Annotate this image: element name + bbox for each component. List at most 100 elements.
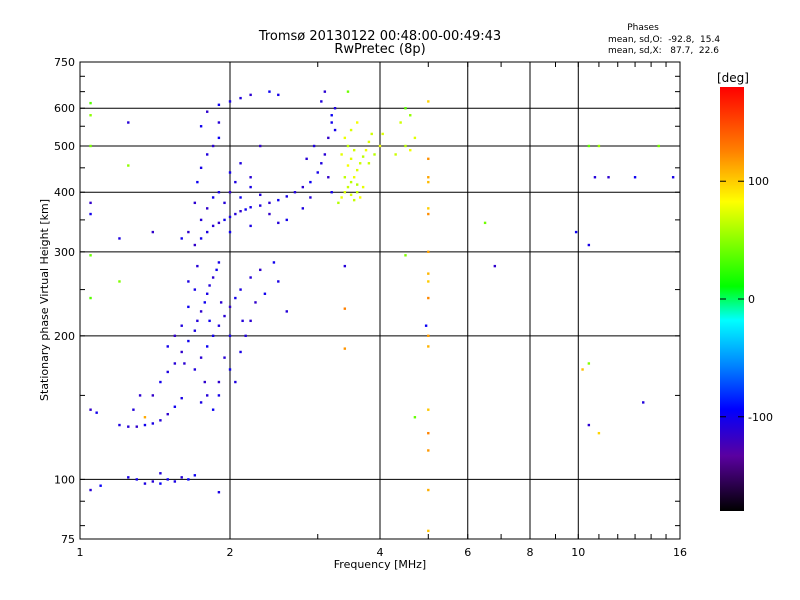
echo-point xyxy=(228,334,232,338)
echo-point xyxy=(211,276,215,279)
echo-point xyxy=(373,153,376,156)
echo-point xyxy=(228,368,232,371)
echo-point xyxy=(424,324,428,327)
echo-point xyxy=(343,136,347,140)
y-tick-labels: 75 100 200 300 400 500 600 750 xyxy=(54,56,75,546)
echo-point xyxy=(132,408,135,411)
echo-point xyxy=(340,153,343,156)
echo-point xyxy=(320,162,323,165)
colorbar-tick-label: -100 xyxy=(748,411,773,424)
echo-point xyxy=(193,243,197,247)
echo-point xyxy=(127,425,130,428)
echo-point xyxy=(671,176,675,179)
echo-point xyxy=(143,482,147,485)
echo-point xyxy=(118,423,121,427)
echo-point xyxy=(199,356,203,359)
echo-point xyxy=(187,339,190,343)
echo-points xyxy=(89,90,675,533)
echo-point xyxy=(217,191,221,194)
y-tick-label: 100 xyxy=(54,473,75,486)
echo-point xyxy=(239,350,242,354)
echo-point xyxy=(404,107,407,110)
echo-point xyxy=(343,307,347,310)
echo-point xyxy=(330,121,333,124)
echo-point xyxy=(413,136,417,140)
colorbar-tick-label: 100 xyxy=(748,175,769,188)
echo-point xyxy=(135,478,138,481)
echo-point xyxy=(330,191,333,194)
echo-point xyxy=(203,301,206,304)
echo-point xyxy=(180,476,183,479)
x-tick-label: 2 xyxy=(227,546,234,559)
echo-point xyxy=(427,176,430,179)
chart-subtitle: RwPretec (8p) xyxy=(334,42,425,57)
echo-point xyxy=(239,288,242,291)
y-tick-label: 500 xyxy=(54,140,75,153)
echo-point xyxy=(138,394,142,397)
echo-point xyxy=(196,264,199,268)
echo-point xyxy=(277,280,280,283)
echo-point xyxy=(427,431,430,435)
echo-point xyxy=(173,405,177,408)
echo-point xyxy=(143,416,147,419)
echo-point xyxy=(217,394,221,397)
echo-point xyxy=(180,324,183,327)
echo-point xyxy=(597,144,601,148)
echo-point xyxy=(193,474,197,477)
echo-point xyxy=(205,345,209,348)
echo-point xyxy=(228,100,232,103)
echo-point xyxy=(151,230,155,234)
echo-point xyxy=(180,396,183,400)
echo-point xyxy=(349,157,353,161)
echo-point xyxy=(355,183,359,186)
echo-point xyxy=(277,93,280,97)
echo-point xyxy=(409,148,412,152)
echo-point xyxy=(89,201,92,205)
echo-point xyxy=(633,176,637,179)
echo-point xyxy=(199,125,203,128)
echo-point xyxy=(427,180,430,184)
echo-point xyxy=(234,296,237,300)
echo-point xyxy=(244,208,247,211)
echo-point xyxy=(394,153,397,156)
echo-point xyxy=(346,144,350,148)
echo-point xyxy=(89,254,92,257)
echo-point xyxy=(217,380,221,384)
echo-point xyxy=(166,345,169,348)
phases-box: Phases mean, sd,O: -92.8, 15.4 mean, sd,… xyxy=(608,23,720,56)
y-tick-label: 200 xyxy=(54,330,75,343)
echo-point xyxy=(309,196,312,199)
echo-point xyxy=(268,212,271,216)
echo-point xyxy=(199,237,203,240)
echo-point xyxy=(352,198,356,202)
y-axis-label: Stationary phase Virtual Height [km] xyxy=(38,199,51,401)
echo-point xyxy=(151,480,155,483)
echo-point xyxy=(249,319,252,323)
echo-point xyxy=(413,416,417,419)
phases-x-stats: mean, sd,X: 87.7, 22.6 xyxy=(608,46,719,56)
echo-point xyxy=(263,292,267,295)
echo-point xyxy=(427,250,430,254)
echo-point xyxy=(367,140,371,144)
echo-point xyxy=(427,207,430,210)
echo-point xyxy=(196,319,199,323)
echo-point xyxy=(89,101,92,105)
echo-point xyxy=(285,218,288,222)
echo-point xyxy=(343,264,347,268)
echo-point xyxy=(228,215,232,219)
echo-point xyxy=(223,314,226,318)
echo-point xyxy=(330,114,333,117)
echo-point xyxy=(249,176,252,179)
echo-point xyxy=(244,334,247,338)
echo-point xyxy=(343,191,347,194)
echo-point xyxy=(199,401,203,404)
echo-point xyxy=(166,478,169,481)
echo-point xyxy=(427,272,430,275)
y-tick-label: 75 xyxy=(61,533,75,546)
x-tick-label: 1 xyxy=(77,546,84,559)
echo-point xyxy=(333,107,337,110)
echo-point xyxy=(427,296,430,300)
echo-point xyxy=(205,394,209,397)
echo-point xyxy=(367,162,371,165)
echo-point xyxy=(355,121,359,124)
